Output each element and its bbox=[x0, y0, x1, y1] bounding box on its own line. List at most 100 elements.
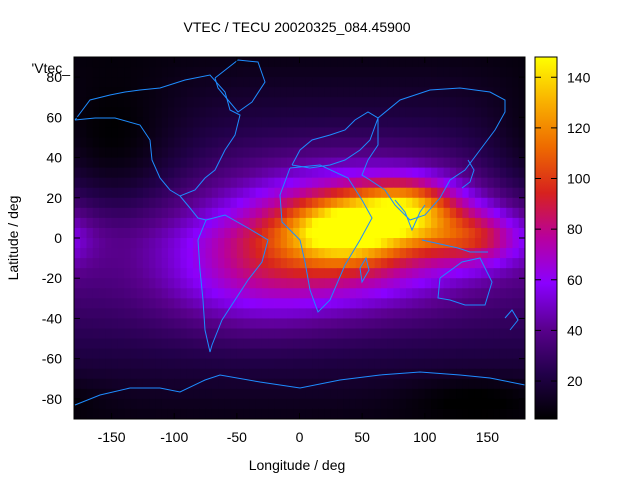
heatmap-cell bbox=[186, 187, 194, 199]
heatmap-cell bbox=[211, 258, 219, 269]
heatmap-cell bbox=[437, 328, 445, 340]
heatmap-cell bbox=[149, 328, 156, 340]
heatmap-cell bbox=[199, 238, 207, 249]
heatmap-cell bbox=[199, 97, 207, 108]
heatmap-cell bbox=[274, 57, 282, 68]
heatmap-cell bbox=[487, 107, 495, 118]
heatmap-cell bbox=[286, 57, 294, 68]
heatmap-cell bbox=[92, 87, 100, 98]
heatmap-cell bbox=[268, 248, 275, 259]
heatmap-cell bbox=[456, 127, 463, 138]
heatmap-cell bbox=[193, 147, 200, 159]
heatmap-cell bbox=[280, 328, 288, 340]
heatmap-cell bbox=[243, 127, 250, 138]
heatmap-cell bbox=[299, 358, 307, 370]
heatmap-cell bbox=[205, 268, 213, 279]
heatmap-cell bbox=[167, 67, 175, 78]
y-tick-label: -80 bbox=[42, 391, 62, 407]
heatmap-cell bbox=[431, 278, 438, 289]
heatmap-cell bbox=[149, 107, 156, 118]
heatmap-cell bbox=[374, 258, 382, 269]
heatmap-cell bbox=[493, 117, 501, 128]
heatmap-cell bbox=[149, 388, 156, 400]
heatmap-cell bbox=[286, 157, 294, 169]
heatmap-cell bbox=[186, 408, 194, 420]
heatmap-cell bbox=[487, 217, 495, 229]
heatmap-cell bbox=[468, 398, 476, 410]
heatmap-cell bbox=[280, 378, 288, 390]
heatmap-cell bbox=[506, 388, 513, 400]
heatmap-cell bbox=[493, 187, 501, 199]
heatmap-cell bbox=[374, 248, 382, 259]
heatmap-cell bbox=[481, 197, 488, 209]
heatmap-cell bbox=[92, 288, 100, 299]
heatmap-cell bbox=[249, 398, 257, 410]
heatmap-cell bbox=[474, 338, 482, 350]
heatmap-cell bbox=[518, 197, 526, 209]
heatmap-cell bbox=[499, 318, 507, 329]
heatmap-cell bbox=[249, 338, 257, 350]
heatmap-cell bbox=[468, 288, 476, 299]
heatmap-cell bbox=[255, 358, 263, 370]
heatmap-cell bbox=[74, 147, 81, 159]
heatmap-cell bbox=[343, 157, 351, 169]
heatmap-cell bbox=[80, 137, 88, 148]
heatmap-cell bbox=[286, 107, 294, 118]
heatmap-cell bbox=[437, 258, 445, 269]
heatmap-cell bbox=[274, 227, 282, 239]
heatmap-cell bbox=[362, 248, 369, 259]
heatmap-cell bbox=[218, 127, 225, 138]
heatmap-cell bbox=[499, 258, 507, 269]
heatmap-cell bbox=[362, 187, 369, 199]
heatmap-cell bbox=[405, 187, 413, 199]
heatmap-cell bbox=[236, 368, 244, 380]
heatmap-cell bbox=[199, 398, 207, 410]
heatmap-cell bbox=[449, 87, 457, 98]
heatmap-cell bbox=[124, 268, 131, 279]
heatmap-cell bbox=[268, 338, 275, 350]
heatmap-cell bbox=[286, 408, 294, 420]
heatmap-cell bbox=[293, 127, 300, 138]
heatmap-cell bbox=[155, 147, 163, 159]
heatmap-cell bbox=[412, 288, 420, 299]
heatmap-cell bbox=[312, 97, 319, 108]
heatmap-cell bbox=[424, 97, 432, 108]
heatmap-cell bbox=[343, 57, 351, 68]
heatmap-cell bbox=[506, 107, 513, 118]
heatmap-cell bbox=[506, 157, 513, 169]
heatmap-cell bbox=[499, 97, 507, 108]
heatmap-cell bbox=[261, 97, 269, 108]
heatmap-cell bbox=[86, 127, 94, 138]
heatmap-cell bbox=[130, 137, 138, 148]
heatmap-cell bbox=[186, 147, 194, 159]
heatmap-cell bbox=[111, 167, 119, 179]
heatmap-cell bbox=[180, 127, 188, 138]
heatmap-cell bbox=[249, 87, 257, 98]
heatmap-cell bbox=[193, 207, 200, 219]
heatmap-cell bbox=[174, 217, 181, 229]
heatmap-cell bbox=[499, 328, 507, 340]
heatmap-cell bbox=[349, 248, 357, 259]
heatmap-cell bbox=[180, 408, 188, 420]
heatmap-cell bbox=[174, 248, 181, 259]
heatmap-cell bbox=[224, 107, 232, 118]
heatmap-cell bbox=[355, 97, 363, 108]
coastline-india bbox=[394, 199, 426, 232]
heatmap-cell bbox=[481, 137, 488, 148]
heatmap-cell bbox=[274, 147, 282, 159]
heatmap-cell bbox=[167, 97, 175, 108]
heatmap-cell bbox=[393, 358, 401, 370]
heatmap-cell bbox=[493, 107, 501, 118]
heatmap-cell bbox=[456, 368, 463, 380]
heatmap-cell bbox=[330, 318, 338, 329]
heatmap-cell bbox=[193, 348, 200, 360]
heatmap-cell bbox=[368, 147, 376, 159]
coastline-antarctica bbox=[74, 371, 526, 406]
heatmap-cell bbox=[161, 358, 169, 370]
heatmap-cell bbox=[99, 278, 106, 289]
coastline-madagascar bbox=[359, 256, 370, 284]
heatmap-cell bbox=[149, 298, 156, 309]
heatmap-cell bbox=[136, 398, 144, 410]
heatmap-cell bbox=[399, 187, 407, 199]
heatmap-cell bbox=[387, 107, 394, 118]
